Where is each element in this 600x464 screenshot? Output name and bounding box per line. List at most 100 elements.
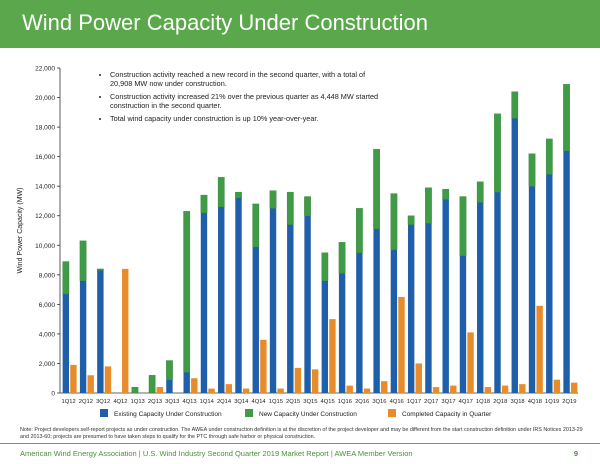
x-tick-label: 2Q12 (79, 399, 93, 405)
bar-completed (381, 381, 388, 393)
finding-item: Total wind capacity under construction i… (110, 114, 380, 123)
bar-existing (79, 280, 87, 393)
bar-new (97, 268, 104, 271)
y-tick-label: 18,000 (35, 125, 55, 132)
x-tick-label: 3Q17 (441, 399, 455, 405)
bar-new (321, 252, 329, 281)
methodology-note: Note: Project developers self-report pro… (20, 427, 583, 440)
bar-completed (225, 384, 233, 393)
bar-existing (459, 255, 467, 393)
x-tick-label: 1Q15 (269, 399, 283, 405)
y-tick-label: 0 (51, 391, 55, 398)
bar-existing (563, 150, 570, 393)
bar-completed (484, 387, 492, 393)
legend-new-swatch (245, 409, 253, 417)
y-tick-label: 6,000 (39, 302, 56, 309)
bar-existing (252, 246, 259, 393)
x-tick-label: 3Q18 (510, 399, 524, 405)
bar-completed (501, 385, 509, 393)
bar-existing (269, 208, 277, 393)
bar-existing (166, 379, 173, 393)
bar-completed (191, 378, 198, 393)
y-tick-label: 10,000 (35, 243, 55, 250)
x-tick-label: 2Q15 (286, 399, 300, 405)
bar-completed (415, 363, 422, 393)
bar-completed (70, 364, 77, 393)
bar-new (356, 208, 363, 253)
x-tick-label: 1Q12 (62, 399, 76, 405)
bar-existing (321, 280, 329, 393)
page-title: Wind Power Capacity Under Construction (22, 10, 428, 35)
bar-new (200, 194, 208, 213)
y-tick-label: 12,000 (35, 213, 55, 220)
bar-completed (536, 305, 543, 393)
bar-completed (467, 332, 474, 393)
y-tick-label: 22,000 (35, 66, 55, 73)
bar-new (407, 215, 415, 225)
bar-existing (373, 229, 380, 393)
bar-completed (208, 388, 215, 393)
x-tick-label: 2Q13 (148, 399, 162, 405)
bar-new (563, 84, 570, 151)
bar-new (217, 177, 225, 208)
y-tick-label: 2,000 (39, 361, 56, 368)
bar-completed (553, 379, 561, 393)
x-tick-label: 2Q14 (217, 399, 232, 405)
x-tick-label: 4Q13 (182, 399, 196, 405)
bar-new (338, 242, 346, 274)
bar-existing (425, 223, 432, 393)
bar-existing (511, 118, 518, 394)
bar-existing (390, 249, 398, 393)
bar-completed (122, 268, 129, 393)
bar-new (79, 240, 87, 281)
y-tick-label: 8,000 (39, 272, 56, 279)
y-tick-label: 4,000 (39, 331, 56, 338)
x-tick-label: 3Q15 (303, 399, 317, 405)
bar-new (148, 375, 156, 394)
bar-new (442, 188, 450, 200)
y-axis-title: Wind Power Capacity (MW) (17, 188, 24, 274)
bar-completed (260, 339, 267, 393)
bar-completed (87, 375, 94, 393)
x-tick-label: 4Q18 (528, 399, 542, 405)
bar-existing (338, 273, 346, 393)
bar-new (476, 181, 484, 203)
bar-new (459, 196, 467, 256)
bar-new (494, 113, 501, 193)
bar-completed (432, 387, 440, 393)
bar-existing (200, 212, 208, 393)
bar-new (131, 386, 139, 394)
x-tick-label: 1Q18 (476, 399, 490, 405)
bar-new (62, 261, 70, 295)
x-tick-label: 2Q17 (424, 399, 438, 405)
bar-existing (407, 224, 415, 393)
bar-new (545, 138, 553, 175)
bar-completed (294, 367, 302, 393)
bar-existing (442, 199, 449, 393)
bar-completed (519, 384, 526, 393)
bar-new (183, 211, 191, 373)
bar-new (269, 190, 277, 209)
bar-new (304, 196, 311, 216)
bar-completed (450, 385, 457, 393)
x-tick-label: 4Q16 (390, 399, 404, 405)
bar-existing (287, 224, 294, 393)
bar-existing (183, 372, 190, 393)
bar-completed (346, 385, 353, 393)
x-tick-label: 3Q14 (234, 399, 249, 405)
legend-completed-label: Completed Capacity in Quarter (402, 411, 492, 418)
page-number: 9 (573, 449, 578, 458)
x-tick-label: 4Q17 (459, 399, 473, 405)
bar-existing (494, 192, 501, 393)
bar-existing (477, 202, 484, 393)
x-tick-label: 3Q13 (165, 399, 179, 405)
y-tick-label: 20,000 (35, 95, 55, 102)
key-findings: Construction activity reached a new reco… (100, 70, 380, 127)
x-tick-label: 1Q13 (131, 399, 145, 405)
bar-completed (398, 296, 405, 393)
x-tick-label: 3Q16 (372, 399, 386, 405)
bar-completed (329, 319, 336, 393)
bar-existing (356, 252, 363, 393)
y-tick-label: 16,000 (35, 154, 55, 161)
bar-completed (104, 366, 112, 393)
